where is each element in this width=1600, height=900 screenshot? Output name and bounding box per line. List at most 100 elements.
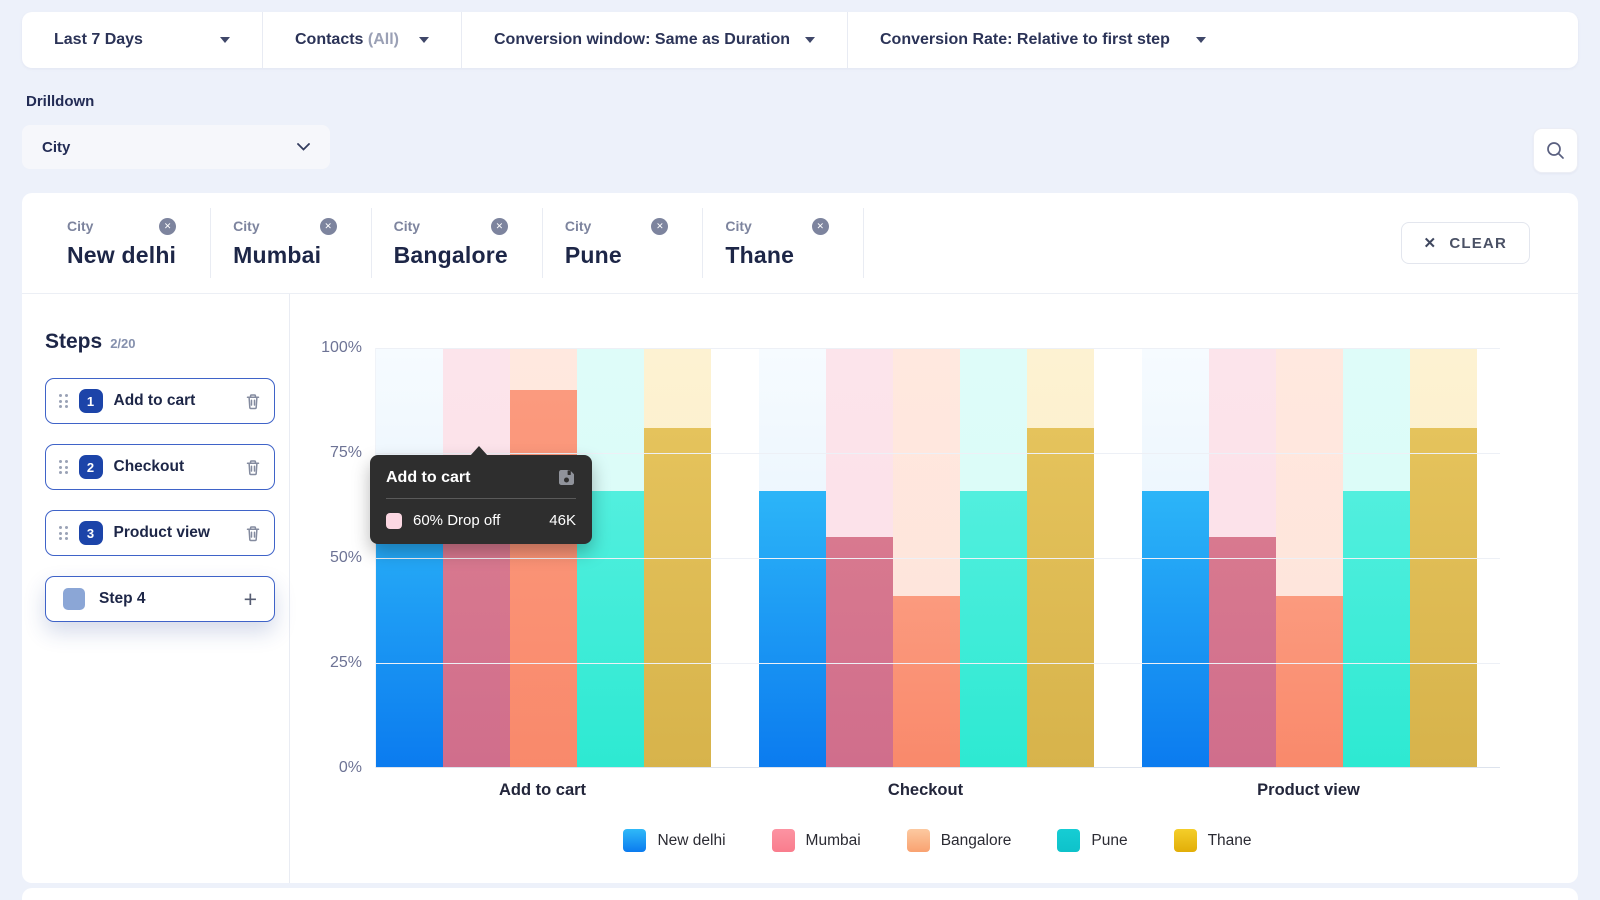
bar-conversion-fill [759, 490, 826, 768]
step-color-swatch [63, 588, 85, 610]
chip-value: Bangalore [393, 241, 508, 268]
x-axis-label-add-to-cart: Add to cart [498, 781, 587, 799]
delete-step-icon[interactable] [245, 459, 261, 476]
gridline [376, 558, 1500, 559]
bar-conversion-fill [1027, 427, 1094, 768]
clear-filters-button[interactable]: ✕ CLEAR [1400, 222, 1530, 264]
chevron-down-icon [297, 143, 310, 151]
y-axis-tick-label: 100% [321, 339, 362, 356]
chevron-down-icon [419, 37, 429, 43]
drilldown-chips-row: City ✕ New delhi City ✕ Mumbai City ✕ Banga… [22, 193, 1578, 294]
tooltip-series-swatch [386, 512, 402, 529]
conversion-rate-dropdown[interactable]: Conversion Rate: Relative to first step [848, 12, 1238, 68]
city-chip-bangalore: City ✕ Bangalore [372, 208, 543, 278]
funnel-report-card: City ✕ New delhi City ✕ Mumbai City ✕ Banga… [22, 193, 1578, 883]
legend-label: New delhi [657, 831, 726, 849]
remove-chip-icon[interactable]: ✕ [811, 217, 829, 235]
delete-step-icon[interactable] [245, 393, 261, 410]
steps-count: 2/20 [110, 336, 136, 351]
y-axis-tick-label: 0% [338, 759, 362, 776]
chip-value: New delhi [67, 241, 177, 268]
legend-label: Mumbai [805, 831, 861, 849]
delete-step-icon[interactable] [245, 525, 261, 542]
step-number-badge: 2 [78, 455, 103, 479]
bar-conversion-fill [893, 595, 960, 768]
legend-swatch [906, 829, 930, 852]
contacts-dropdown[interactable]: Contacts (All) [263, 12, 462, 68]
gridline [376, 663, 1500, 664]
drilldown-selected-value: City [42, 138, 71, 156]
bar-conversion-fill [1142, 490, 1209, 768]
legend-swatch [623, 829, 647, 852]
search-icon [1547, 142, 1564, 159]
legend-item-mumbai[interactable]: Mumbai [771, 829, 861, 852]
chevron-down-icon [805, 37, 815, 43]
drilldown-select[interactable]: City [22, 125, 330, 169]
legend-label: Thane [1207, 831, 1252, 849]
conversion-window-dropdown[interactable]: Conversion window: Same as Duration [462, 12, 848, 68]
funnel-bar-chart: 100% 75% 50% 25% 0% [321, 339, 1500, 776]
city-chip-pune: City ✕ Pune [543, 208, 704, 278]
conversion-window-label: Conversion window: Same as Duration [494, 31, 791, 48]
x-axis-label-checkout: Checkout [887, 781, 964, 799]
bar-group-product-view [1142, 348, 1477, 768]
remove-chip-icon[interactable]: ✕ [319, 217, 337, 235]
remove-chip-icon[interactable]: ✕ [651, 217, 669, 235]
y-axis-tick-label: 75% [329, 444, 362, 461]
chevron-down-icon [220, 37, 230, 43]
step-item-1[interactable]: 1 Add to cart [45, 378, 275, 424]
bar-conversion-fill [510, 390, 577, 768]
search-button[interactable] [1533, 128, 1578, 173]
step-label: Add to cart [113, 392, 196, 409]
city-chip-mumbai: City ✕ Mumbai [211, 208, 372, 278]
bar-conversion-fill [960, 490, 1027, 768]
clear-button-label: CLEAR [1449, 234, 1507, 252]
chip-value: Mumbai [233, 241, 322, 268]
tooltip-divider [386, 498, 576, 499]
legend-label: Pune [1091, 831, 1128, 849]
add-step-icon[interactable]: + [243, 585, 257, 612]
bar-conversion-fill [644, 427, 711, 768]
x-axis-label-product-view: Product view [1257, 781, 1360, 799]
legend-swatch [771, 829, 795, 852]
contacts-label: Contacts (All) [295, 31, 400, 48]
step-label: Checkout [113, 458, 185, 475]
city-chip-new-delhi: City ✕ New delhi [45, 208, 212, 278]
remove-chip-icon[interactable]: ✕ [159, 217, 177, 235]
legend-item-bangalore[interactable]: Bangalore [906, 829, 1011, 852]
step-item-3[interactable]: 3 Product view [45, 510, 275, 556]
step-item-2[interactable]: 2 Checkout [45, 444, 275, 490]
date-range-dropdown[interactable]: Last 7 Days [22, 12, 263, 68]
chip-type-label: City [393, 218, 421, 234]
add-step-placeholder[interactable]: Step 4 + [45, 576, 275, 622]
drag-handle-icon[interactable] [59, 526, 68, 540]
tooltip-title: Add to cart [386, 468, 471, 486]
remove-chip-icon[interactable]: ✕ [490, 217, 508, 235]
date-range-label: Last 7 Days [54, 31, 143, 48]
step-label: Step 4 [99, 590, 146, 607]
chip-type-label: City [564, 218, 592, 234]
bar-conversion-fill [1209, 537, 1276, 768]
bar-thane-checkout[interactable] [1027, 348, 1094, 768]
chevron-down-icon [1195, 37, 1206, 43]
drag-handle-icon[interactable] [59, 460, 68, 474]
y-axis-tick-label: 25% [329, 654, 362, 671]
drag-handle-icon[interactable] [59, 394, 68, 408]
x-axis-labels: Add to cart Checkout Product view [375, 781, 1500, 800]
legend-item-thane[interactable]: Thane [1173, 829, 1252, 852]
chip-value: Pune [564, 241, 622, 268]
chart-tooltip: Add to cart 60% Drop off 46K [370, 446, 592, 544]
legend-item-new-delhi[interactable]: New delhi [623, 829, 726, 852]
gridline [376, 348, 1500, 349]
legend-item-pune[interactable]: Pune [1057, 829, 1128, 852]
bar-conversion-fill [1410, 427, 1477, 768]
chip-type-label: City [67, 218, 94, 234]
bar-conversion-fill [1343, 490, 1410, 768]
step-label: Product view [113, 524, 210, 541]
tooltip-row-value: 46K [549, 512, 576, 529]
steps-panel: Steps 2/20 1 Add to cart 2 Checkout 3 Pr… [22, 294, 290, 883]
gridline [376, 767, 1500, 768]
step-number-badge: 3 [78, 521, 103, 545]
save-icon[interactable] [557, 468, 576, 487]
